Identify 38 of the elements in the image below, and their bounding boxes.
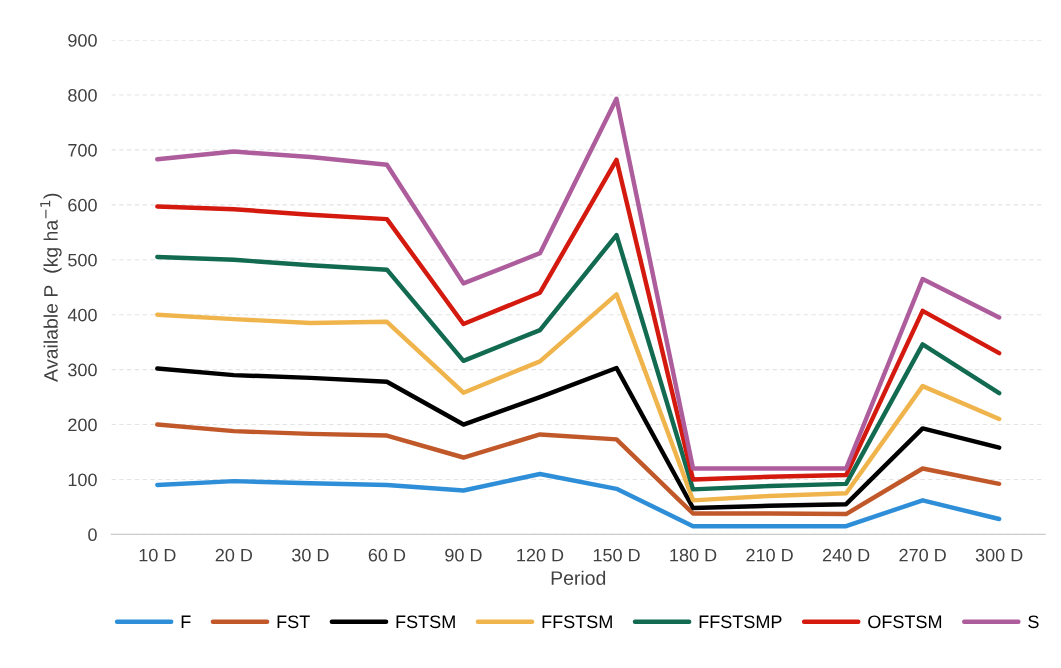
y-tick-label: 800 <box>68 88 97 102</box>
line-series <box>155 96 1002 471</box>
x-tick-label: 240 D <box>822 548 870 562</box>
y-tick-label: 0 <box>88 528 97 542</box>
y-tick-label: 100 <box>68 473 97 487</box>
line-series <box>155 365 1002 511</box>
line-series <box>155 232 1002 492</box>
x-tick-label: 150 D <box>593 548 640 562</box>
line-series <box>155 422 1002 517</box>
x-tick-label: 60 D <box>368 548 406 562</box>
x-tick-label: 10 D <box>139 548 176 562</box>
x-tick-label: 20 D <box>215 548 253 562</box>
x-tick-label: 210 D <box>746 548 793 562</box>
legend-label: FSTSM <box>396 615 455 629</box>
x-tick-label: 120 D <box>517 548 564 562</box>
legend-label: FFSTSMP <box>699 615 782 629</box>
legend-label: FST <box>277 615 310 629</box>
legend-label: F <box>181 615 191 628</box>
y-axis-title: Available P (kg ha$^{−1}$) <box>40 193 62 382</box>
legend-label: S <box>1028 615 1039 629</box>
x-tick-label: 300 D <box>975 548 1023 562</box>
x-axis-title: Period <box>551 570 606 585</box>
y-tick-label: 700 <box>68 143 97 157</box>
y-tick-label: 400 <box>67 308 97 322</box>
line-series <box>155 471 1002 529</box>
y-tick-label: 600 <box>68 198 97 212</box>
y-tick-label: 300 <box>68 363 97 377</box>
y-tick-label: 200 <box>68 418 97 432</box>
x-tick-label: 30 D <box>292 548 329 562</box>
y-tick-label: 500 <box>68 253 97 267</box>
y-tick-label: 900 <box>68 34 97 47</box>
legend-label: OFSTSM <box>868 615 942 629</box>
line-series <box>155 157 1002 482</box>
legend-label: FFSTSM <box>542 615 612 629</box>
x-tick-label: 180 D <box>670 548 717 562</box>
x-tick-label: 270 D <box>899 548 946 562</box>
line-series <box>155 292 1002 503</box>
x-tick-label: 90 D <box>445 548 482 562</box>
